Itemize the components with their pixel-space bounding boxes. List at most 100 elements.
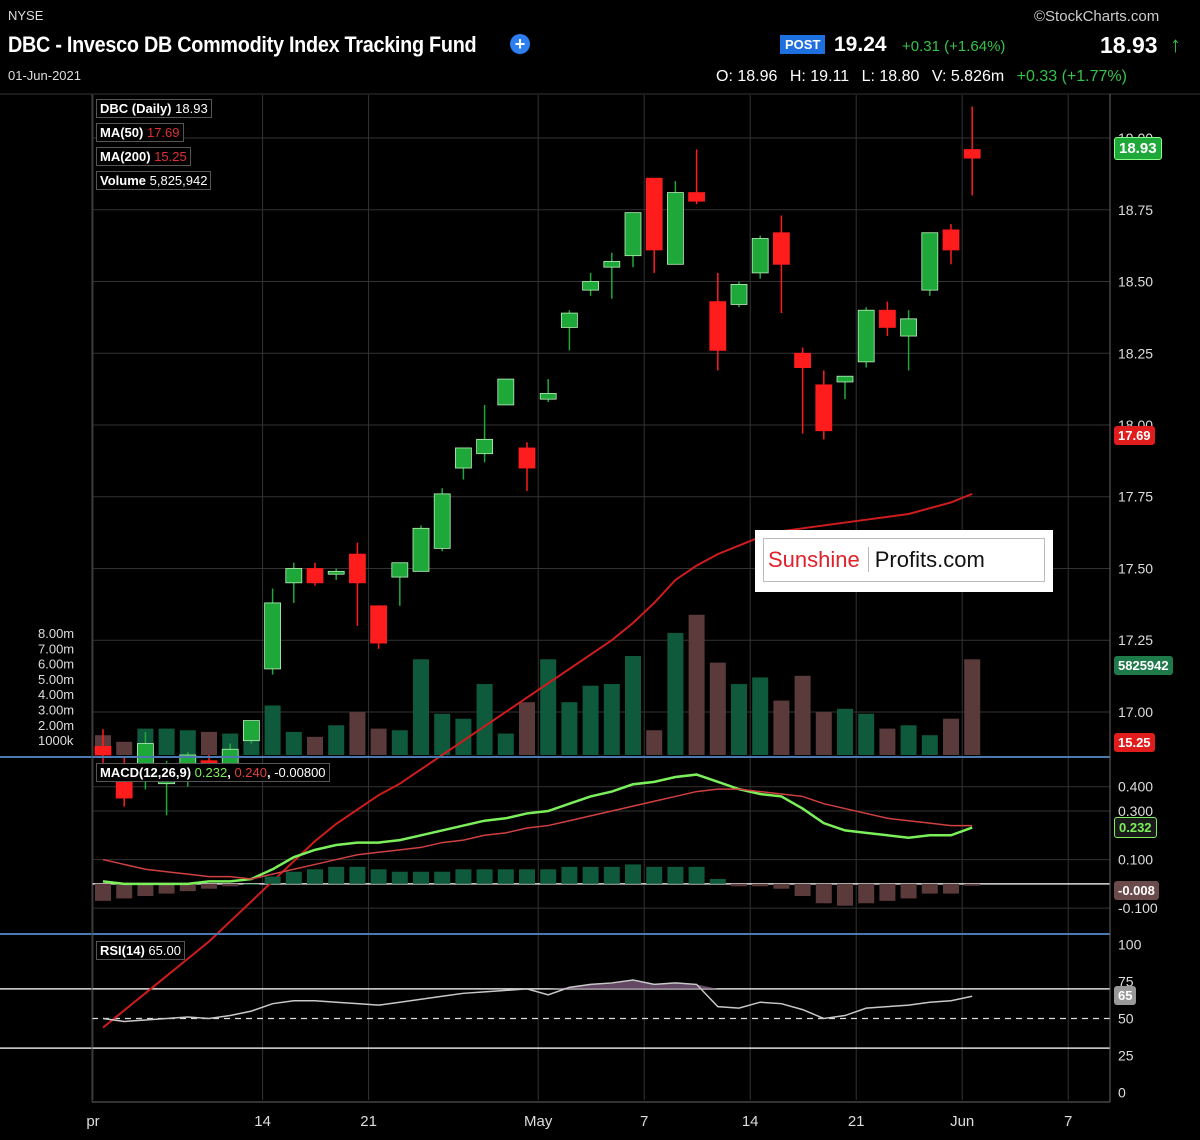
macd-histogram: [95, 864, 981, 906]
candle-body: [285, 568, 303, 584]
macd-hist-bar: [900, 883, 917, 899]
macd-hist-bar: [625, 864, 641, 884]
candle-body: [264, 602, 282, 670]
rsi-overbought-fill: [103, 979, 973, 989]
volume-tag: 5825942: [1114, 656, 1173, 675]
open-value: O: 18.96: [716, 68, 778, 85]
volume-bar: [815, 712, 832, 755]
macd-legend: MACD(12,26,9) 0.232, 0.240, -0.00800: [96, 763, 330, 782]
macd-legend-v1: 0.232: [194, 765, 228, 780]
x-tick-label: 14: [742, 1113, 759, 1130]
ma200-tag: 15.25: [1114, 733, 1155, 752]
macd-hist-bar: [879, 883, 896, 901]
watermark-frame: Sunshine Profits.com: [763, 538, 1045, 582]
volume-bar: [561, 702, 578, 755]
candle-body: [730, 283, 748, 305]
rsi-tick-label: 50: [1118, 1011, 1134, 1027]
dbc-legend-label: DBC (Daily): [100, 101, 172, 116]
volume-tick-label: 6.00m: [38, 657, 74, 672]
rsi-tick-label: 100: [1118, 936, 1142, 952]
candle-body: [242, 720, 260, 742]
ma200-legend-value: 15.25: [154, 149, 187, 164]
watermark-part2: Profits.com: [874, 547, 985, 572]
candle-body: [942, 229, 960, 251]
volume-bar: [391, 730, 408, 755]
macd-hist-bar: [434, 871, 451, 884]
price-tick-label: 17.25: [1118, 632, 1153, 648]
volume-bar: [179, 730, 196, 755]
candle-body: [412, 527, 430, 572]
macd-hist-bar: [794, 883, 811, 896]
rsi-legend: RSI(14) 65.00: [96, 941, 185, 960]
macd-hist-bar: [731, 883, 747, 887]
macd-hist-bar: [95, 883, 111, 901]
macd-tag: 0.232: [1114, 817, 1157, 838]
volume-bar: [328, 725, 345, 755]
x-tick-label: 21: [360, 1113, 377, 1130]
macd-hist-bar: [137, 883, 154, 896]
volume-bar: [455, 718, 472, 755]
volume-bar: [752, 677, 769, 755]
candle-body: [624, 212, 642, 257]
ohlc-readout: O: 18.96 H: 19.11 L: 18.80 V: 5.826m +0.…: [716, 68, 1135, 86]
macd-hist-bar: [519, 869, 535, 884]
volume-bar: [688, 614, 705, 755]
candle-body: [751, 238, 769, 274]
price-tick-label: 18.50: [1118, 274, 1153, 290]
macd-hist-bar: [391, 871, 408, 884]
axis-tick-labels: pr1421May71421Jun719.0018.7518.5018.2518…: [38, 130, 1158, 1130]
volume-bar: [158, 728, 175, 755]
volume-bar: [858, 713, 875, 755]
volume-tick-label: 1000k: [38, 733, 74, 748]
volume-bar: [116, 741, 133, 755]
macd-hist-bar: [837, 883, 853, 906]
volume-tick-label: 4.00m: [38, 687, 74, 702]
volume-legend-value: 5,825,942: [149, 173, 208, 188]
volume-bar: [943, 718, 959, 755]
volume-bar: [582, 685, 599, 755]
candle-body: [306, 568, 324, 584]
stockcharts-logo: ©StockCharts.com: [1034, 8, 1160, 25]
macd-hist-bar: [307, 869, 323, 884]
grid-lines: [0, 95, 1110, 1100]
rsi-legend-value: 65.00: [148, 943, 181, 958]
candle-body: [836, 375, 854, 383]
price-tick-label: 17.75: [1118, 489, 1153, 505]
volume-value: V: 5.826m: [931, 68, 1005, 85]
rsi-tick-label: 0: [1118, 1085, 1126, 1101]
volume-bar: [667, 632, 684, 755]
x-tick-label: May: [524, 1113, 553, 1130]
plus-icon[interactable]: +: [510, 34, 530, 54]
macd-hist-bar: [264, 876, 281, 884]
macd-hist-bar: [815, 883, 832, 904]
x-tick-label: 7: [640, 1113, 648, 1130]
ma50-tag: 17.69: [1114, 426, 1155, 445]
volume-bar: [879, 728, 896, 755]
macd-line: [102, 773, 973, 886]
candle-body: [370, 605, 388, 644]
volume-bar: [837, 708, 853, 755]
candle-body: [773, 232, 790, 265]
volume-bar: [519, 702, 535, 755]
candle-body: [94, 745, 112, 756]
volume-tick-label: 5.00m: [38, 672, 74, 687]
ma200-legend: MA(200) 15.25: [96, 147, 191, 166]
macd-hist-bar: [349, 866, 366, 884]
chart-date: 01-Jun-2021: [8, 68, 81, 83]
volume-tick-label: 2.00m: [38, 718, 74, 733]
macd-hist-bar: [116, 883, 133, 899]
volume-bar: [900, 725, 917, 755]
candle-body: [391, 562, 409, 578]
macd-hist-bar: [561, 866, 578, 884]
macd-hist-bar: [540, 869, 557, 884]
macd-hist-bar: [943, 883, 959, 894]
volume-bar: [201, 731, 217, 755]
macd-hist-bar: [667, 866, 684, 884]
volume-legend: Volume 5,825,942: [96, 171, 212, 190]
macd-hist-bar: [455, 869, 472, 884]
candle-body: [815, 384, 833, 432]
x-tick-label: pr: [86, 1113, 99, 1130]
macd-hist-bar: [688, 866, 705, 884]
macd-hist-bar: [179, 883, 196, 892]
candle-body: [327, 570, 345, 575]
